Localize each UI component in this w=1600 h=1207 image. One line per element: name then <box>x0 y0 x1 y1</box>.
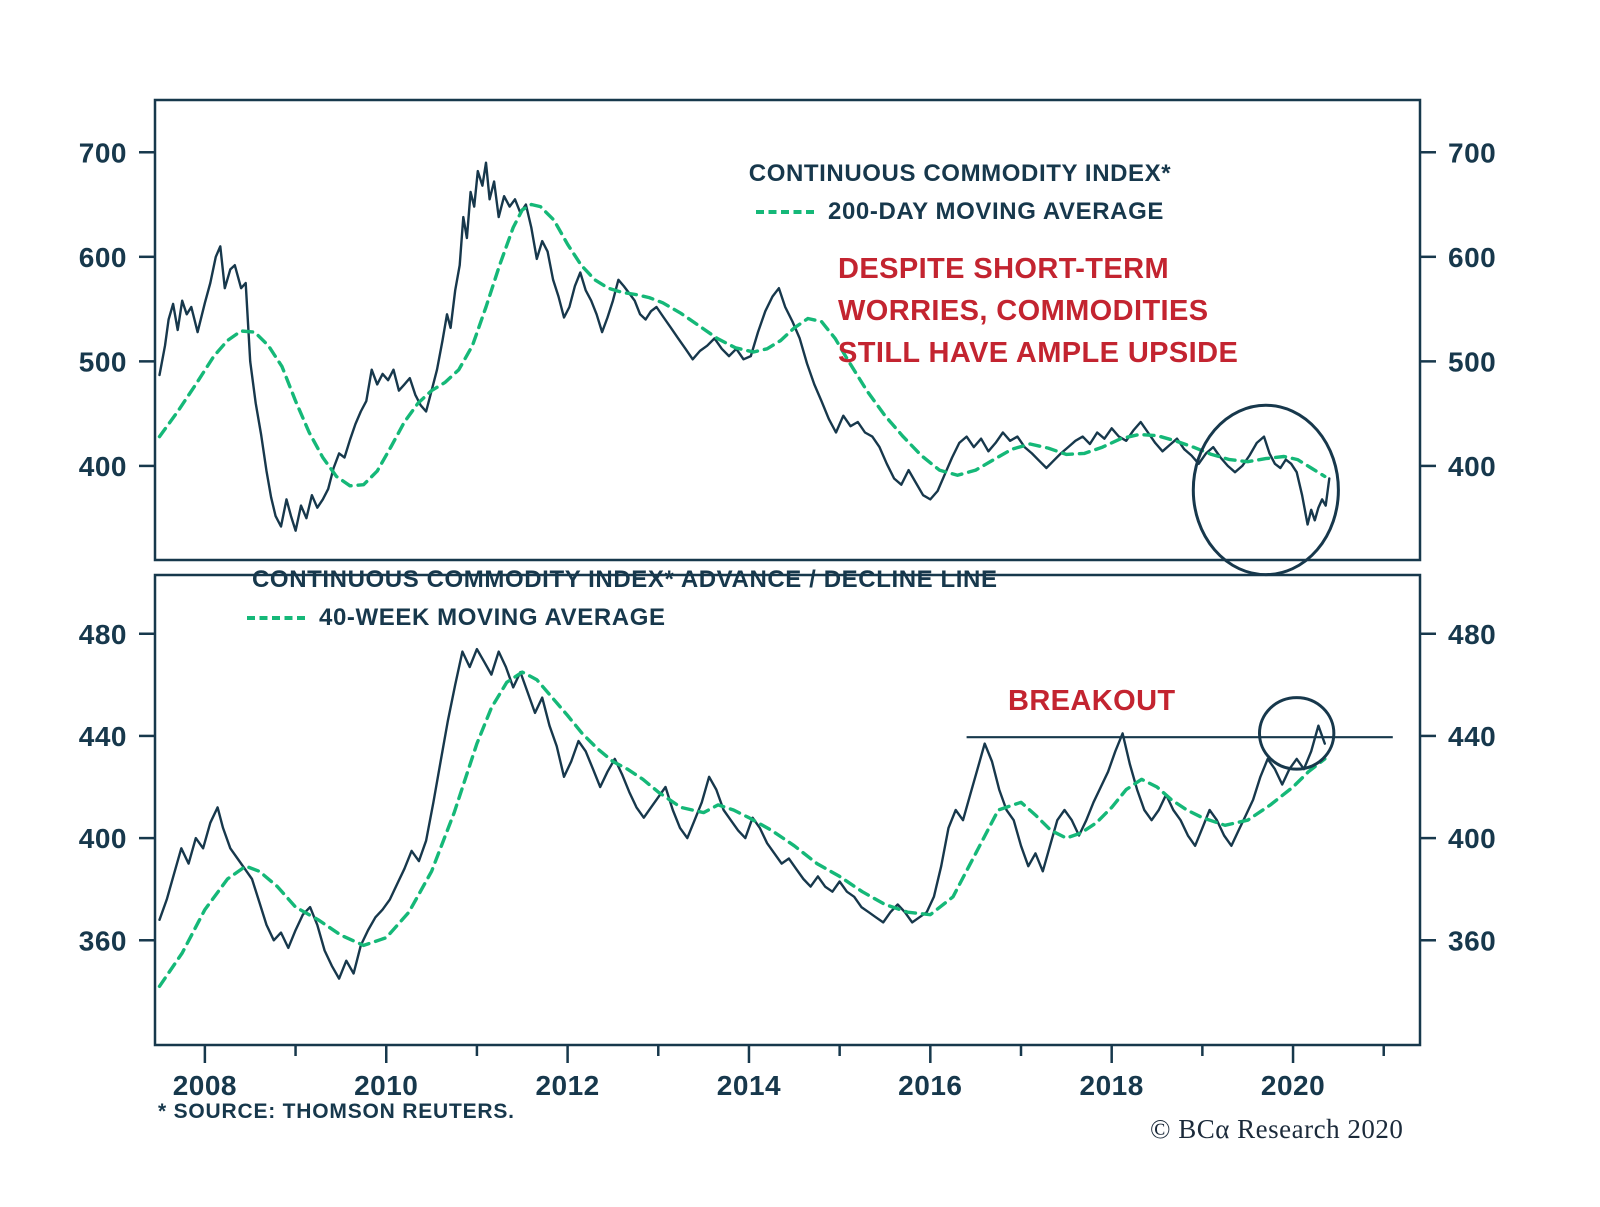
y-tick-label: 600 <box>1448 242 1496 273</box>
y-tick-label: 500 <box>1448 346 1496 377</box>
x-tick-label: 2008 <box>173 1070 237 1101</box>
x-tick-label: 2020 <box>1261 1070 1325 1101</box>
y-tick-label: 480 <box>1448 619 1496 650</box>
panel-0-border <box>153 98 1422 562</box>
x-tick-label: 2010 <box>354 1070 418 1101</box>
y-tick-label: 360 <box>1448 925 1496 956</box>
y-tick-label: 360 <box>79 925 127 956</box>
y-tick-label: 400 <box>79 451 127 482</box>
adline-line <box>158 647 1326 980</box>
y-tick-label: 440 <box>1448 721 1496 752</box>
adline-40w-ma-line <box>157 670 1327 988</box>
y-tick-label: 440 <box>79 721 127 752</box>
x-tick-label: 2018 <box>1080 1070 1144 1101</box>
y-tick-label: 500 <box>79 346 127 377</box>
y-tick-label: 400 <box>79 823 127 854</box>
highlight-ellipse <box>1257 696 1336 771</box>
cci-200d-ma-line <box>157 202 1327 488</box>
highlight-ellipse <box>1191 403 1340 577</box>
y-tick-label: 480 <box>79 619 127 650</box>
x-tick-label: 2014 <box>717 1070 781 1101</box>
y-tick-label: 400 <box>1448 823 1496 854</box>
y-tick-label: 700 <box>1448 137 1496 168</box>
y-tick-label: 700 <box>79 137 127 168</box>
panel-1-border <box>153 573 1422 1047</box>
y-tick-label: 400 <box>1448 451 1496 482</box>
x-tick-label: 2012 <box>535 1070 599 1101</box>
x-tick-label: 2016 <box>898 1070 962 1101</box>
y-tick-label: 600 <box>79 242 127 273</box>
